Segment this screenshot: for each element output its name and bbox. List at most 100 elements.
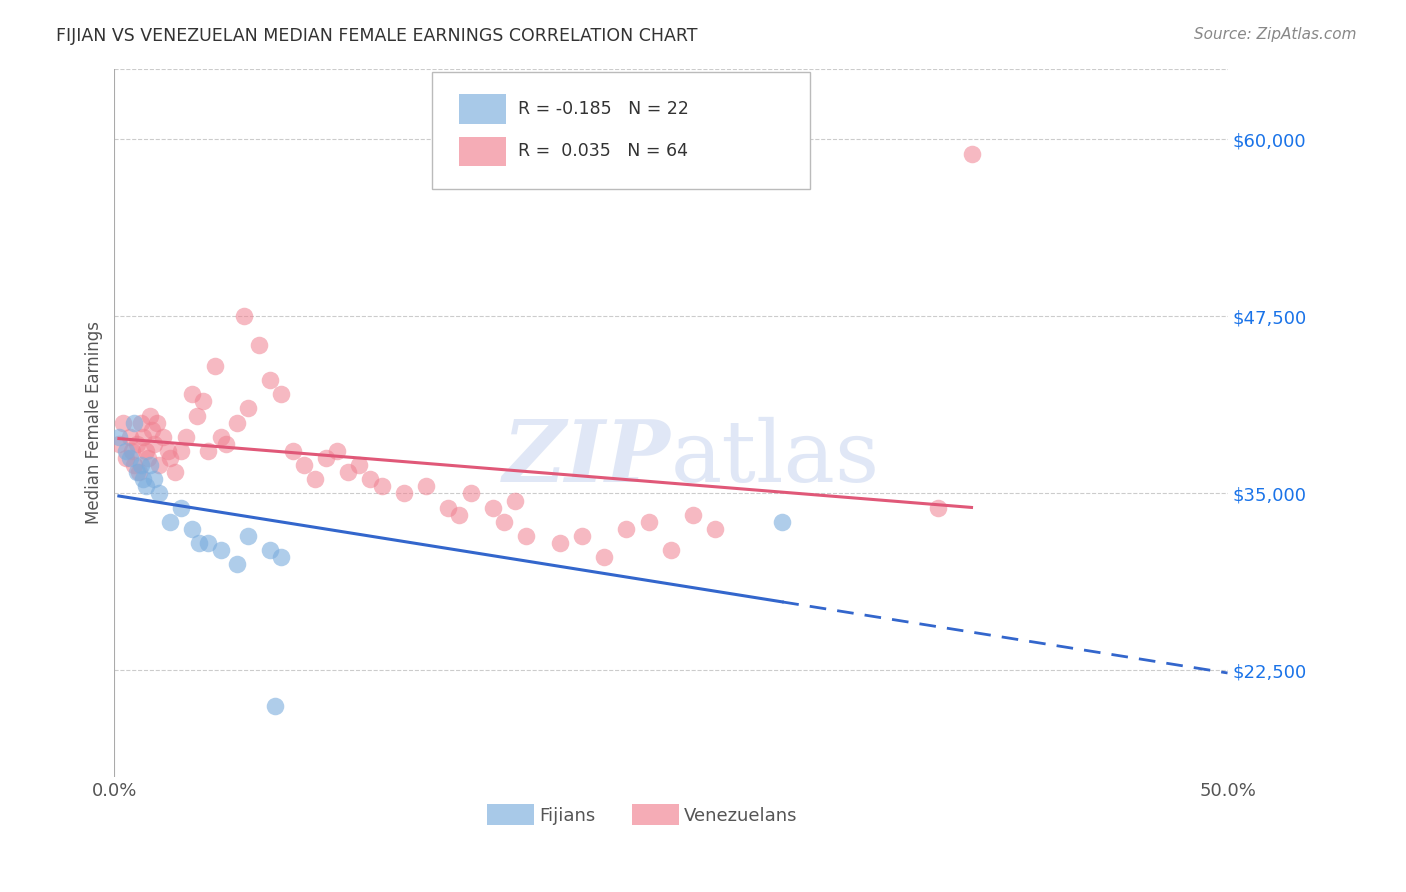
Point (159, 515, 181, 529)
Point (247, 337, 270, 351)
Point (236, 529, 259, 543)
Point (359, 472, 381, 486)
Point (118, 430, 141, 444)
Point (170, 500, 193, 515)
Point (118, 450, 141, 465)
Point (181, 387, 204, 401)
Point (960, 146, 983, 161)
Point (163, 465, 186, 479)
Y-axis label: Median Female Earnings: Median Female Earnings (86, 321, 103, 524)
Point (136, 450, 159, 465)
Point (415, 479, 437, 493)
Text: R =  0.035   N = 64: R = 0.035 N = 64 (519, 143, 689, 161)
Point (370, 479, 392, 493)
Point (281, 444, 304, 458)
Point (209, 430, 232, 444)
Point (209, 543, 232, 558)
Point (143, 437, 166, 451)
Text: atlas: atlas (671, 417, 880, 500)
Bar (488, 804, 534, 825)
FancyBboxPatch shape (432, 72, 810, 189)
Point (263, 698, 285, 713)
Point (515, 529, 537, 543)
Text: Fijians: Fijians (540, 806, 596, 824)
Point (143, 472, 166, 486)
Point (108, 437, 131, 451)
Point (139, 458, 162, 472)
Point (482, 500, 505, 515)
Point (156, 444, 179, 458)
Point (170, 444, 193, 458)
Text: R = -0.185   N = 22: R = -0.185 N = 22 (519, 100, 689, 118)
Point (204, 359, 226, 373)
Point (124, 416, 146, 430)
Point (225, 416, 247, 430)
Point (637, 515, 659, 529)
Point (449, 508, 471, 522)
Point (503, 493, 526, 508)
Point (292, 458, 315, 472)
Point (197, 444, 219, 458)
Point (349, 458, 371, 472)
Text: Venezuelans: Venezuelans (685, 806, 797, 824)
Point (152, 430, 174, 444)
Point (145, 416, 167, 430)
Point (232, 310, 254, 324)
Point (927, 500, 949, 515)
Point (108, 430, 131, 444)
Point (159, 450, 181, 465)
Point (125, 437, 148, 451)
Point (132, 430, 155, 444)
Point (770, 515, 793, 529)
Point (174, 430, 197, 444)
Point (132, 472, 155, 486)
Point (114, 450, 136, 465)
Point (492, 515, 515, 529)
Point (129, 416, 152, 430)
Point (135, 444, 157, 458)
Point (128, 465, 150, 479)
Bar (460, 136, 506, 166)
Point (593, 550, 616, 565)
Point (129, 458, 152, 472)
Point (704, 522, 727, 536)
Point (112, 416, 135, 430)
Point (139, 409, 162, 423)
Bar (460, 94, 506, 124)
Point (236, 401, 259, 416)
Point (659, 543, 682, 558)
Point (259, 373, 281, 387)
Point (114, 444, 136, 458)
Point (193, 394, 215, 409)
Point (437, 500, 460, 515)
Point (460, 486, 482, 500)
Point (188, 536, 211, 550)
Point (571, 529, 593, 543)
Point (148, 486, 170, 500)
Point (304, 472, 326, 486)
Point (259, 543, 281, 558)
Point (124, 458, 146, 472)
Point (337, 465, 360, 479)
Point (548, 536, 571, 550)
Text: ZIP: ZIP (503, 417, 671, 500)
Point (125, 465, 148, 479)
Point (270, 387, 292, 401)
Point (121, 444, 143, 458)
Point (148, 458, 170, 472)
Point (616, 522, 638, 536)
Text: FIJIAN VS VENEZUELAN MEDIAN FEMALE EARNINGS CORRELATION CHART: FIJIAN VS VENEZUELAN MEDIAN FEMALE EARNI… (56, 27, 697, 45)
Bar (633, 804, 679, 825)
Point (326, 444, 349, 458)
Point (392, 486, 415, 500)
Point (270, 550, 292, 565)
Point (197, 536, 219, 550)
Point (225, 558, 247, 572)
Point (135, 479, 157, 493)
Point (141, 423, 163, 437)
Point (215, 437, 238, 451)
Point (186, 409, 208, 423)
Point (682, 508, 704, 522)
Point (315, 450, 337, 465)
Point (181, 522, 204, 536)
